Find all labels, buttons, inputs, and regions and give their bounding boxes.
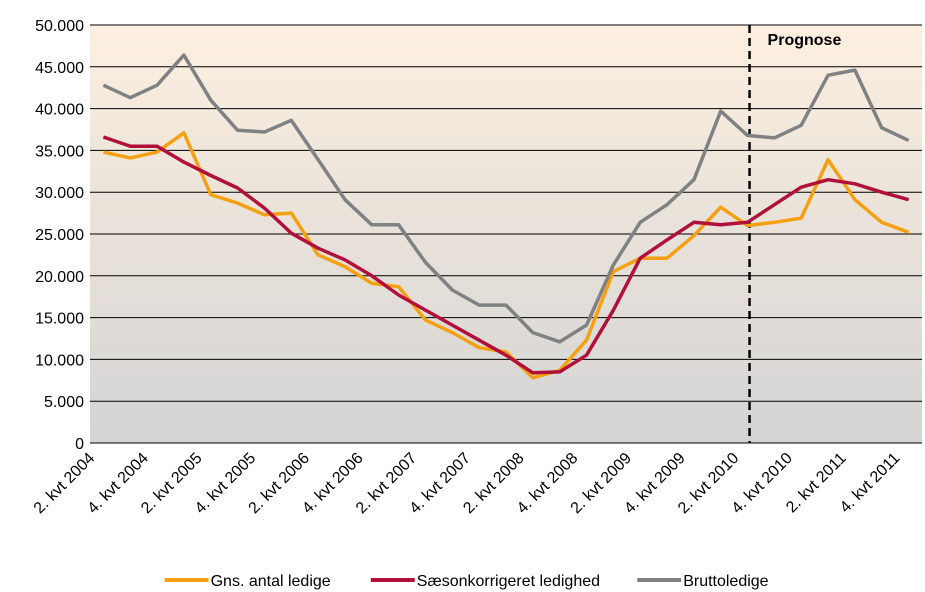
legend-label: Sæsonkorrigeret ledighed [417, 573, 600, 590]
series-line [102, 135, 910, 375]
y-tick-label: 30.000 [35, 185, 84, 202]
series-line [103, 131, 910, 380]
y-tick-label: 5.000 [44, 394, 84, 411]
y-tick-label: 45.000 [35, 60, 84, 77]
y-tick-label: 10.000 [35, 352, 84, 369]
series-line [102, 53, 910, 344]
legend-label: Gns. antal ledige [211, 573, 331, 590]
y-tick-label: 25.000 [35, 227, 84, 244]
y-tick-label: 35.000 [35, 143, 84, 160]
y-tick-label: 40.000 [35, 102, 84, 119]
annotation: Prognose [768, 32, 842, 49]
y-tick-label: 20.000 [35, 269, 84, 286]
legend: Gns. antal ledige Sæsonkorrigeret ledighe… [164, 573, 769, 590]
y-tick-label: 15.000 [35, 311, 84, 328]
y-tick-label: 50.000 [35, 18, 84, 35]
legend-label: Bruttoledige [683, 573, 768, 590]
y-tick-label: 0 [75, 436, 84, 453]
